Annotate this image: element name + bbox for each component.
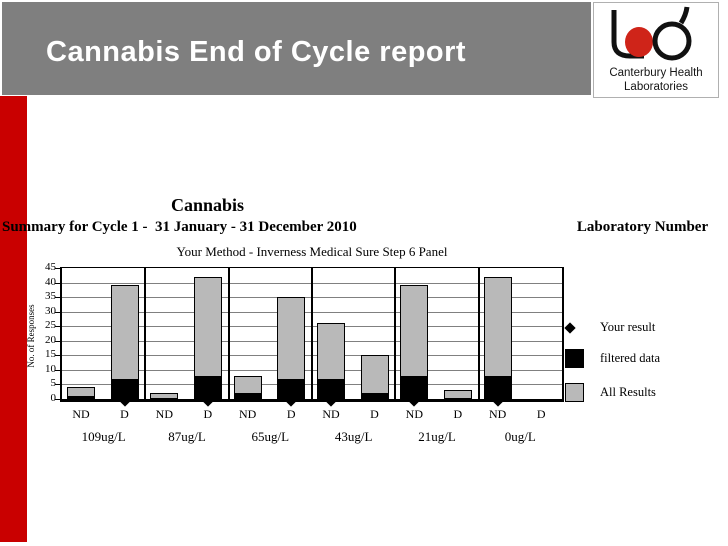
bar-all-results xyxy=(443,390,472,399)
x-axis-sublabel: D xyxy=(203,407,213,421)
y-tick-mark xyxy=(55,326,60,328)
logo-text-line2: Laboratories xyxy=(624,81,688,93)
legend-item-all-results: All Results xyxy=(565,383,656,402)
y-tick-mark xyxy=(55,369,60,371)
y-tick-label: 15 xyxy=(45,348,56,361)
x-axis-sublabel: D xyxy=(370,407,379,421)
y-tick-label: 0 xyxy=(50,392,57,404)
concentration-label: 65ug/L xyxy=(251,429,290,444)
bar-filtered-data xyxy=(483,375,512,399)
x-axis-sublabel: ND xyxy=(322,407,340,421)
logo-box: Canterbury Health Laboratories xyxy=(593,2,719,98)
y-tick-mark xyxy=(55,355,60,357)
legend-label: Your result xyxy=(600,320,656,334)
group-divider xyxy=(311,268,313,399)
concentration-label: 43ug/L xyxy=(334,429,373,444)
page-title: Cannabis End of Cycle report xyxy=(46,36,467,68)
y-tick-label: 20 xyxy=(45,333,56,346)
concentration-label: 21ug/L xyxy=(418,429,456,444)
chart-method-title: Your Method - Inverness Medical Sure Ste… xyxy=(176,244,448,259)
x-axis-sublabel: ND xyxy=(238,407,257,421)
legend-label: filtered data xyxy=(600,351,661,365)
legend-item-your-result: Your result xyxy=(564,320,656,335)
group-divider xyxy=(227,268,230,399)
bar-filtered-data xyxy=(317,378,345,399)
concentration-label: 87ug/L xyxy=(168,429,206,444)
bar-filtered-data xyxy=(193,375,222,399)
group-divider xyxy=(144,268,147,399)
bar-all-results xyxy=(150,393,179,399)
x-axis-sublabel: D xyxy=(453,407,463,421)
bar-filtered-data xyxy=(360,393,389,399)
concentration-label: 0ug/L xyxy=(504,429,536,444)
x-axis-sublabel: D xyxy=(286,407,296,421)
y-tick-mark xyxy=(55,282,60,284)
bar-filtered-data xyxy=(277,378,306,399)
y-tick-label: 30 xyxy=(45,304,56,317)
y-tick-mark xyxy=(55,340,60,342)
y-tick-mark xyxy=(55,297,60,299)
x-axis-sublabel: D xyxy=(120,407,129,421)
legend-item-filtered-data: filtered data xyxy=(565,349,660,368)
x-axis-sublabel: D xyxy=(536,407,546,421)
x-axis-sublabel: ND xyxy=(72,407,90,421)
chart-plot-area xyxy=(60,267,564,402)
gray-square-icon xyxy=(565,383,584,402)
y-tick-label: 5 xyxy=(50,377,57,390)
legend-label: All Results xyxy=(600,385,656,399)
report-title: Cannabis xyxy=(170,195,245,215)
laboratory-number-label: Laboratory Number xyxy=(576,219,709,235)
bar-all-results xyxy=(360,355,389,399)
red-accent-bar xyxy=(0,96,27,542)
header-banner: Cannabis End of Cycle report xyxy=(2,2,591,95)
diamond-icon xyxy=(564,321,576,334)
y-tick-mark xyxy=(55,311,60,313)
canterbury-health-laboratories-logo xyxy=(611,6,692,61)
group-divider xyxy=(477,268,480,399)
logo-text-line1: Canterbury Health xyxy=(609,67,703,79)
y-tick-label: 35 xyxy=(45,290,56,303)
bar-filtered-data xyxy=(233,393,262,399)
group-divider xyxy=(394,268,397,399)
x-axis-sublabel: ND xyxy=(405,407,423,421)
bar-filtered-data xyxy=(400,375,429,399)
black-square-icon xyxy=(565,349,584,368)
y-tick-mark xyxy=(55,268,60,269)
bar-filtered-data xyxy=(110,378,139,399)
x-axis-sublabel: ND xyxy=(155,407,173,421)
concentration-label: 109ug/L xyxy=(81,429,126,444)
bar-filtered-data xyxy=(67,396,95,399)
y-tick-label: 45 xyxy=(45,261,56,273)
y-tick-mark xyxy=(55,399,60,400)
report-summary-line: Summary for Cycle 1 - 31 January - 31 De… xyxy=(2,219,357,235)
y-tick-label: 40 xyxy=(45,275,56,288)
y-tick-label: 10 xyxy=(45,362,56,375)
y-tick-mark xyxy=(55,384,60,386)
y-tick-label: 25 xyxy=(45,319,56,332)
x-axis-sublabel: ND xyxy=(488,407,507,421)
